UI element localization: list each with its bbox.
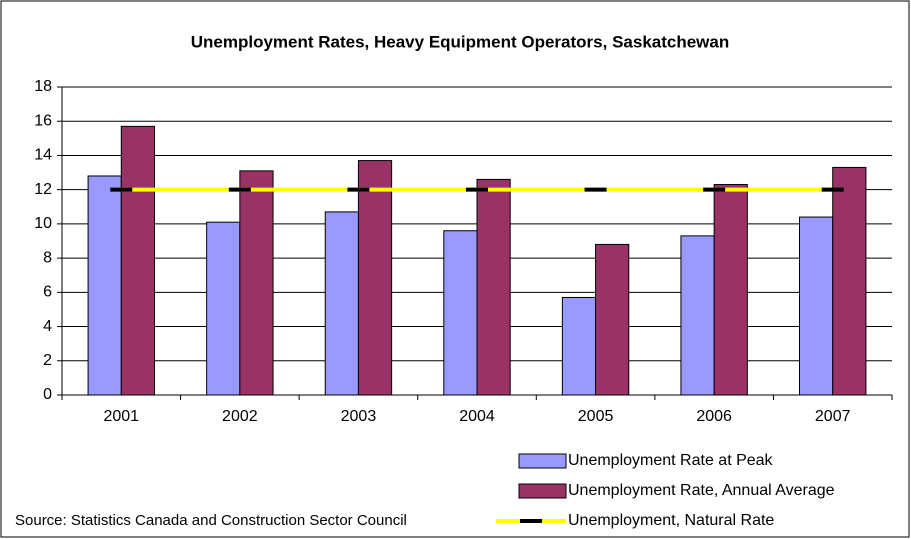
y-tick-label: 2 — [43, 352, 52, 369]
bar — [595, 243, 630, 396]
legend-label: Unemployment Rate at Peak — [568, 452, 774, 469]
y-tick-label: 10 — [34, 215, 52, 232]
x-tick-label: 2002 — [222, 408, 258, 425]
x-tick-label: 2007 — [815, 408, 851, 425]
legend-swatch — [518, 453, 567, 469]
y-tick-label: 0 — [43, 386, 52, 403]
y-tick-label: 14 — [34, 147, 52, 164]
y-tick-label: 12 — [34, 181, 52, 198]
bar — [120, 125, 155, 396]
source-note: Source: Statistics Canada and Constructi… — [15, 512, 407, 529]
y-tick-label: 16 — [34, 112, 52, 129]
legend-label: Unemployment Rate, Annual Average — [568, 482, 835, 499]
bar — [357, 160, 393, 396]
legend-swatch — [518, 483, 567, 499]
bar — [680, 235, 715, 396]
bar — [206, 221, 241, 396]
bar — [476, 178, 511, 396]
bar — [799, 216, 834, 396]
y-tick-label: 18 — [34, 78, 52, 95]
x-tick-label: 2001 — [103, 408, 139, 425]
bar — [832, 166, 867, 396]
bar — [443, 230, 478, 396]
bar — [87, 175, 122, 396]
bar — [561, 296, 597, 396]
y-tick-label: 4 — [43, 318, 52, 335]
legend-label: Unemployment, Natural Rate — [568, 512, 774, 529]
x-tick-label: 2005 — [578, 408, 614, 425]
bar — [713, 184, 748, 396]
bar — [324, 211, 359, 396]
y-tick-label: 8 — [43, 249, 52, 266]
bar — [239, 170, 274, 396]
y-tick-label: 6 — [43, 284, 52, 301]
x-tick-label: 2004 — [459, 408, 495, 425]
x-tick-label: 2003 — [341, 408, 377, 425]
x-tick-label: 2006 — [696, 408, 732, 425]
chart-title: Unemployment Rates, Heavy Equipment Oper… — [191, 32, 730, 51]
